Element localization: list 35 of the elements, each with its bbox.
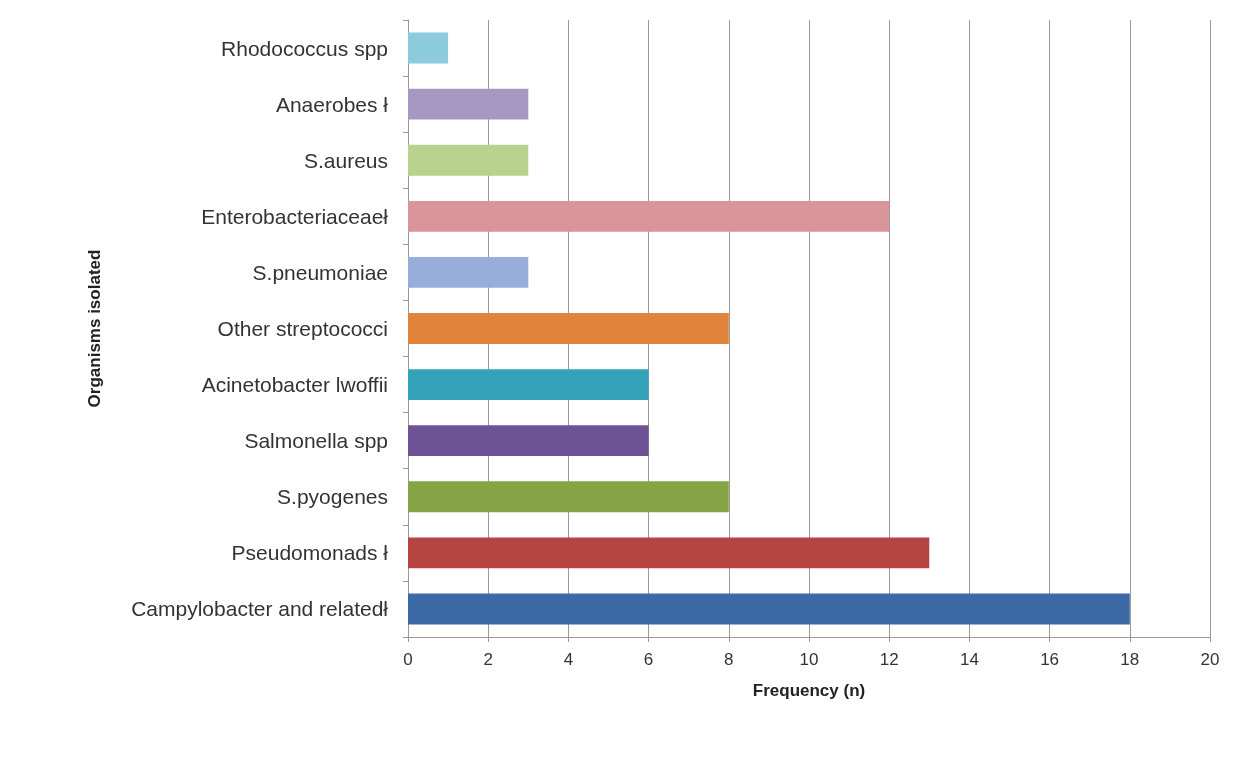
- bar: [408, 32, 449, 64]
- y-tick-label: S.pneumoniae: [252, 260, 388, 284]
- bar: [408, 313, 729, 344]
- y-tick-label: Rhodococcus spp: [221, 36, 388, 60]
- y-tick-label: S.pyogenes: [277, 485, 388, 509]
- bar: [408, 256, 529, 288]
- bar: [408, 369, 649, 401]
- bar: [408, 481, 729, 513]
- y-tick-label: S.aureus: [303, 148, 388, 172]
- y-tick-label: Salmonella spp: [244, 429, 388, 453]
- bar: [408, 593, 1130, 625]
- x-tick-label: 12: [879, 650, 899, 669]
- x-tick-label: 2: [483, 650, 493, 669]
- x-axis-title: Frequency (n): [752, 681, 866, 700]
- bar: [408, 88, 529, 120]
- bar: [408, 425, 649, 457]
- bar: [408, 144, 529, 176]
- x-tick-label: 14: [959, 650, 979, 669]
- y-tick-label: Enterobacteriaceaeł: [201, 204, 389, 228]
- bar: [408, 537, 930, 569]
- x-tick-label: 8: [724, 650, 734, 669]
- x-tick-label: 20: [1200, 650, 1220, 669]
- x-tick-label: 16: [1040, 650, 1060, 669]
- x-tick-label: 0: [403, 650, 413, 669]
- y-tick-label: Other streptococci: [217, 317, 388, 340]
- y-axis-title: Organisms isolated: [85, 249, 104, 408]
- y-tick-label: Campylobacter and relatedł: [131, 597, 389, 621]
- x-tick-label: 18: [1120, 650, 1140, 669]
- x-tick-label: 10: [799, 650, 819, 669]
- x-tick-label: 6: [643, 650, 654, 669]
- y-tick-label: Anaerobes ł: [275, 92, 389, 116]
- x-tick-label: 4: [563, 650, 574, 669]
- y-tick-label: Pseudomonads ł: [231, 541, 389, 565]
- bar: [408, 200, 890, 232]
- y-tick-label: Acinetobacter lwoffii: [201, 373, 388, 397]
